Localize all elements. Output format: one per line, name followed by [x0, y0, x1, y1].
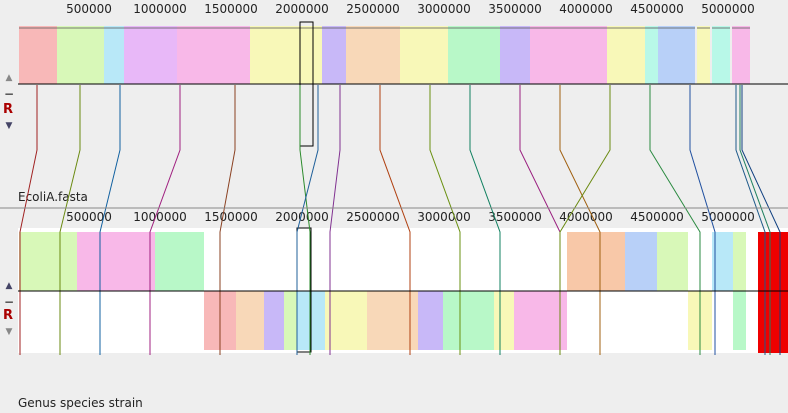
ruler-tick: 4500000: [630, 210, 684, 224]
move-up-icon[interactable]: ▲: [5, 73, 13, 83]
ruler-tick: 4000000: [559, 210, 613, 224]
bottom-side-controls: ▲ − R ▼: [0, 208, 18, 413]
ruler-tick: 500000: [66, 2, 112, 16]
ruler-tick: 4000000: [559, 2, 613, 16]
ruler-tick: 1500000: [204, 2, 258, 16]
top-side-controls: ▲ − R ▼: [0, 0, 18, 208]
ruler-tick: 2000000: [275, 210, 329, 224]
top-genome-panel: ▲ − R ▼ 500000 1000000 1500000 2000000 2…: [0, 0, 788, 208]
top-ruler: 500000 1000000 1500000 2000000 2500000 3…: [18, 0, 788, 20]
bottom-genome-panel: ▲ − R ▼ 500000 1000000 1500000 2000000 2…: [0, 208, 788, 413]
genome-name-bottom: Genus species strain: [18, 396, 143, 410]
genome-name-top: EcoliA.fasta: [18, 190, 88, 204]
move-down-icon[interactable]: ▼: [5, 327, 13, 337]
ruler-tick: 3500000: [488, 210, 542, 224]
minus-button[interactable]: −: [3, 295, 15, 309]
ruler-tick: 2500000: [346, 210, 400, 224]
reverse-button-top[interactable]: R: [2, 102, 13, 117]
ruler-tick: 2000000: [275, 2, 329, 16]
ruler-tick: 4500000: [630, 2, 684, 16]
move-up-icon[interactable]: ▲: [5, 281, 13, 291]
ruler-tick: 1000000: [133, 210, 187, 224]
ruler-tick: 5000000: [701, 2, 755, 16]
ruler-tick: 3000000: [417, 210, 471, 224]
ruler-tick: 1500000: [204, 210, 258, 224]
ruler-tick: 5000000: [701, 210, 755, 224]
ruler-tick: 2500000: [346, 2, 400, 16]
ruler-tick: 3000000: [417, 2, 471, 16]
minus-button[interactable]: −: [3, 87, 15, 101]
ruler-tick: 1000000: [133, 2, 187, 16]
ruler-tick: 3500000: [488, 2, 542, 16]
ruler-tick: 500000: [66, 210, 112, 224]
move-down-icon[interactable]: ▼: [5, 121, 13, 131]
reverse-button-bottom[interactable]: R: [2, 308, 13, 323]
bottom-ruler: 500000 1000000 1500000 2000000 2500000 3…: [18, 208, 788, 228]
